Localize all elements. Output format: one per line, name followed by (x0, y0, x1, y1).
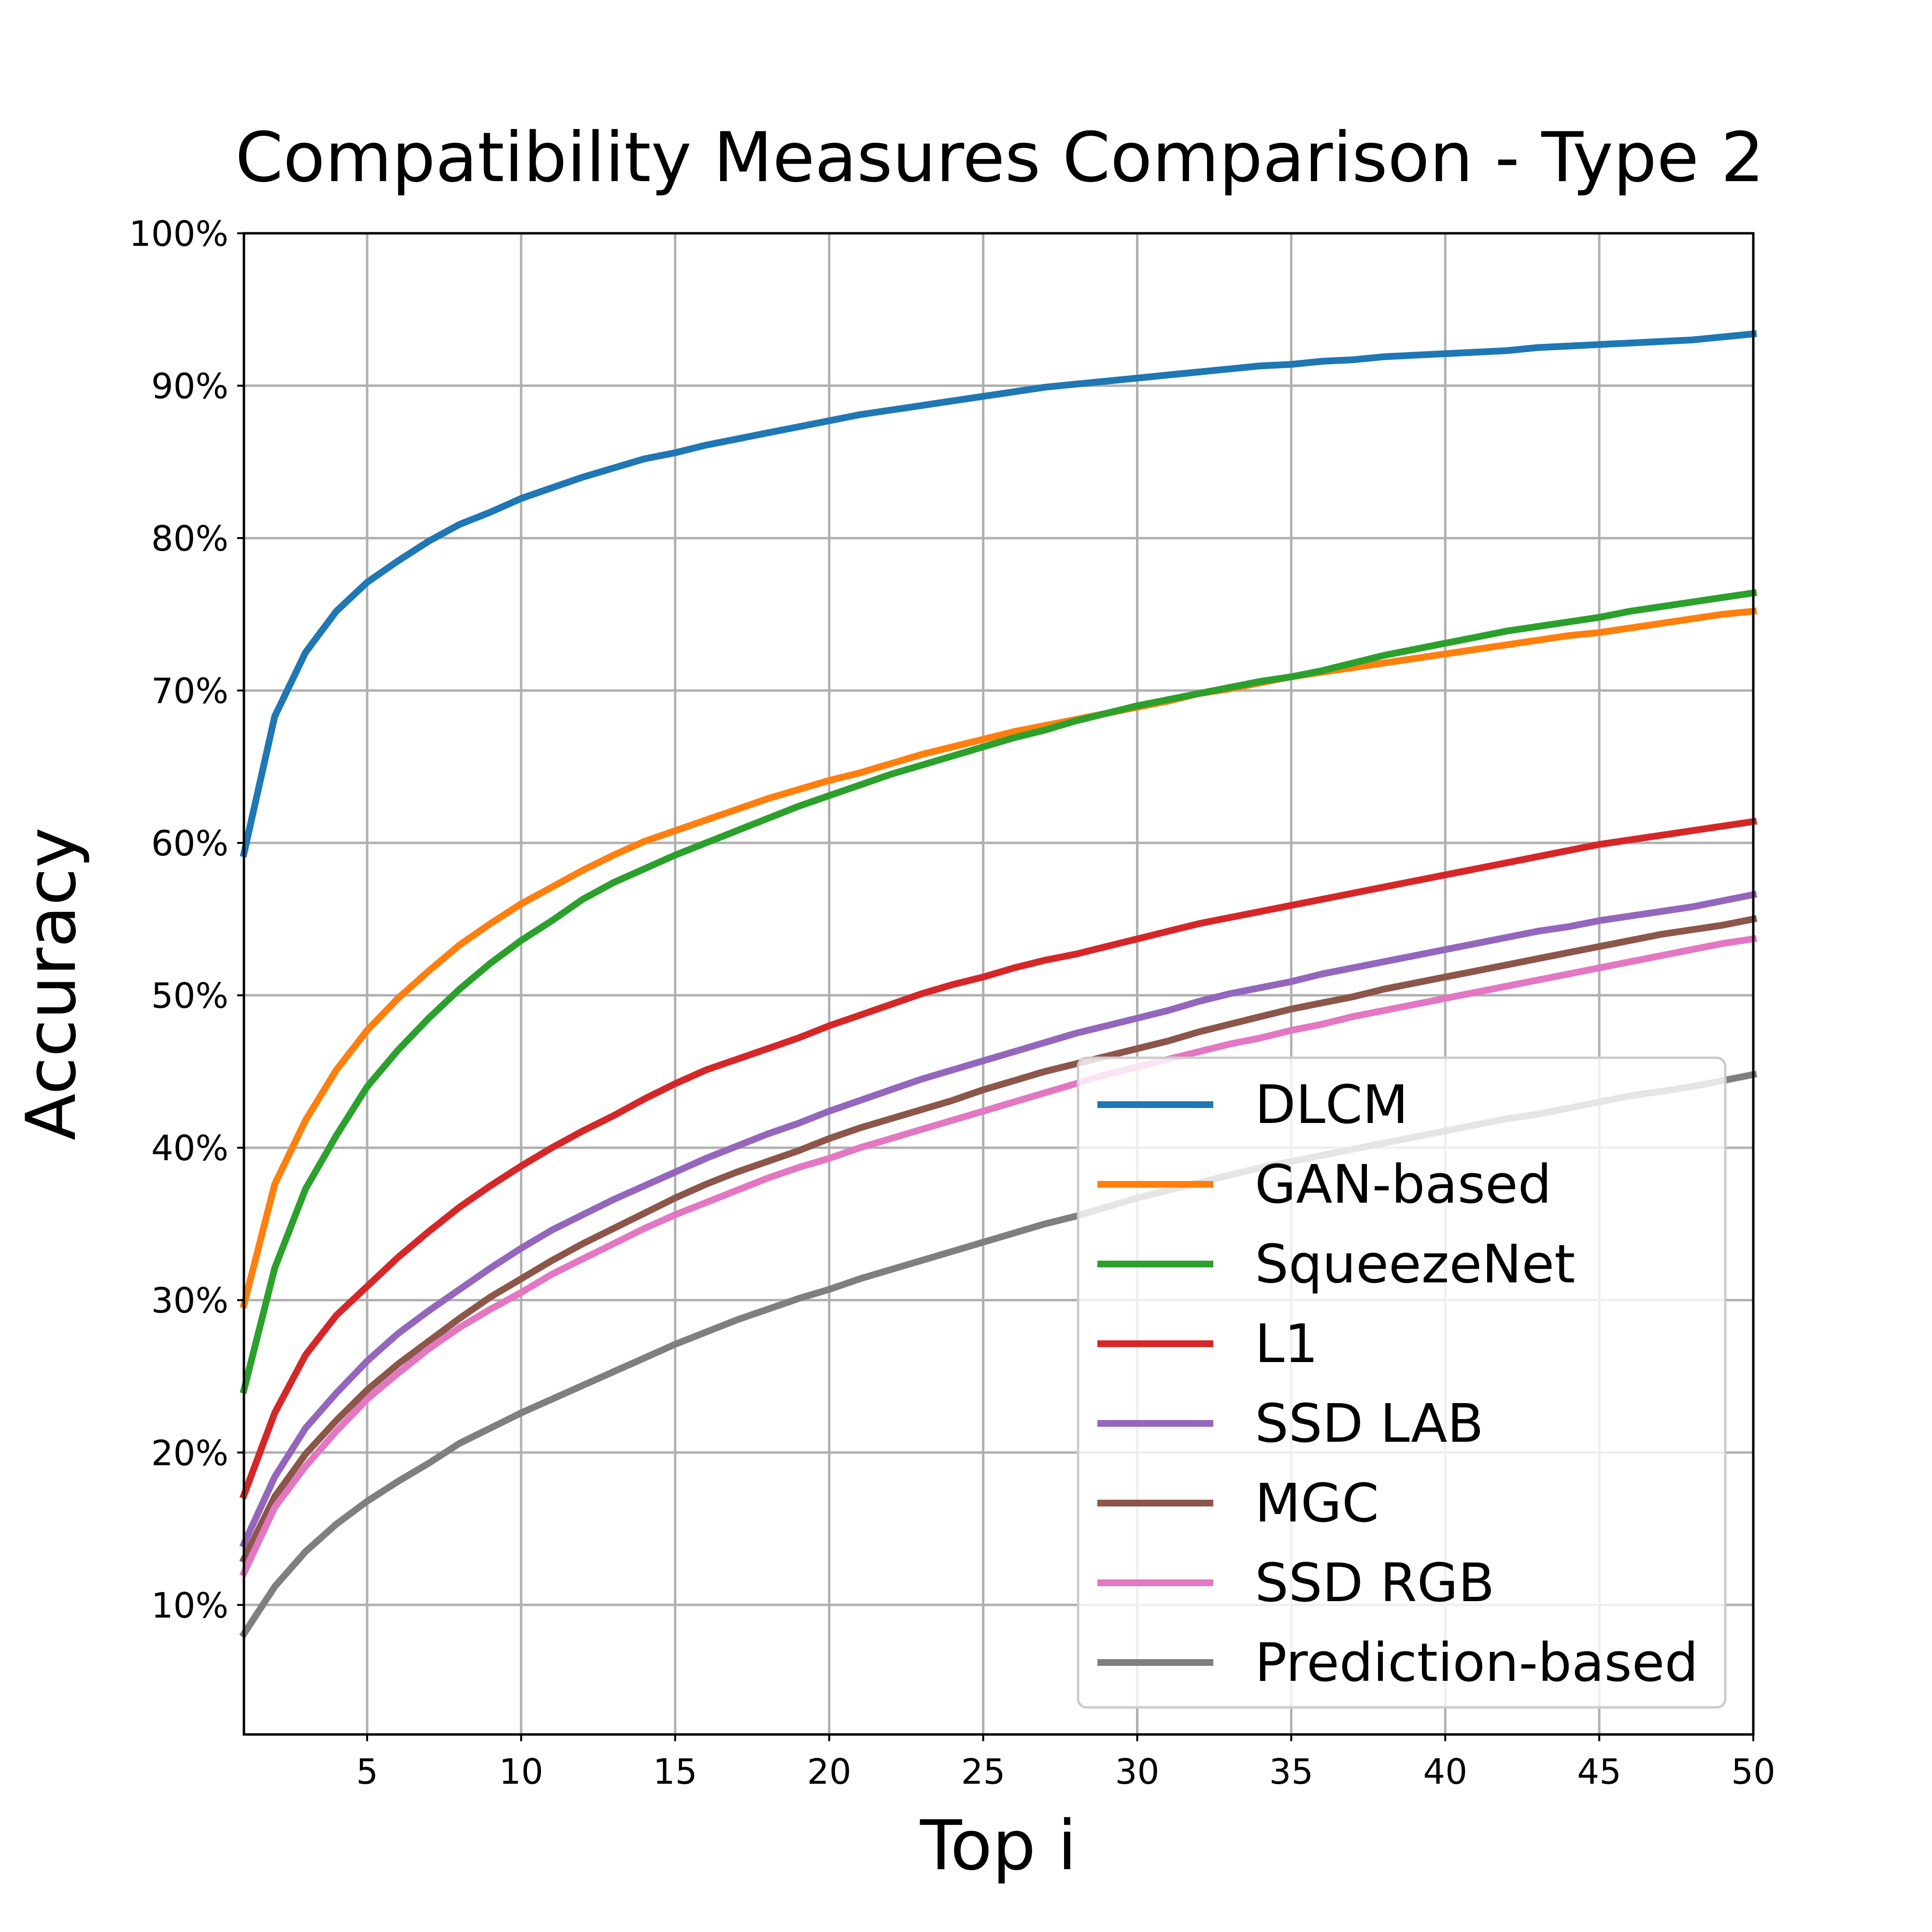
legend-label-mgc: MGC (1255, 1472, 1379, 1534)
legend: DLCM GAN-based SqueezeNet L1 SSD LAB MGC SSD R… (1077, 1056, 1727, 1709)
series-line-dlcm (240, 330, 1757, 858)
x-tick-label: 40 (1423, 1751, 1467, 1792)
x-axis-label: Top i (920, 1806, 1077, 1886)
y-tick-label: 20% (151, 1433, 228, 1473)
x-tick-label: 35 (1269, 1751, 1314, 1792)
legend-label-ssd-rgb: SSD RGB (1255, 1552, 1494, 1614)
series-line-l1 (239, 818, 1757, 1500)
y-tick-label: 60% (151, 823, 228, 864)
x-tick-label: 30 (1115, 1751, 1160, 1792)
chart-title: Compatibility Measures Comparison - Type… (235, 118, 1764, 198)
x-tick-label: 45 (1577, 1751, 1621, 1792)
axis-ticks: 5 10 15 20 25 30 35 40 45 50 10% 20% 30% 40% 50% 60% 70%… (129, 213, 1776, 1792)
series-line-mgc (239, 915, 1758, 1564)
x-tick-label: 25 (961, 1751, 1006, 1792)
plot-frame (242, 232, 1755, 1736)
series-line-ssd-lab (239, 891, 1758, 1548)
legend-label-prediction-based: Prediction-based (1255, 1632, 1698, 1693)
series-lines (239, 330, 1758, 1639)
y-tick-label: 10% (151, 1585, 228, 1626)
y-tick-label: 70% (151, 671, 228, 711)
y-tick-label: 40% (151, 1128, 228, 1168)
x-tick-label: 15 (653, 1751, 697, 1792)
series-line-squeezenet (240, 589, 1757, 1394)
series-line-ssd-rgb (239, 935, 1757, 1577)
series-line-gan-based (240, 607, 1757, 1309)
x-tick-label: 20 (807, 1751, 852, 1792)
y-axis-label: Accuracy (12, 827, 91, 1140)
x-tick-label: 50 (1731, 1751, 1776, 1792)
legend-label-squeezenet: SqueezeNet (1255, 1233, 1575, 1295)
y-tick-label: 80% (151, 518, 228, 559)
legend-label-dlcm: DLCM (1255, 1074, 1408, 1136)
legend-label-l1: L1 (1255, 1313, 1318, 1375)
legend-label-gan-based: GAN-based (1255, 1153, 1552, 1215)
y-tick-label: 50% (151, 976, 228, 1016)
y-tick-label: 30% (151, 1280, 228, 1321)
x-tick-label: 10 (499, 1751, 543, 1792)
y-tick-label: 100% (129, 213, 228, 254)
x-tick-label: 5 (356, 1751, 378, 1792)
legend-label-ssd-lab: SSD LAB (1255, 1392, 1484, 1454)
y-tick-label: 90% (151, 366, 228, 407)
legend-box (1077, 1056, 1727, 1709)
